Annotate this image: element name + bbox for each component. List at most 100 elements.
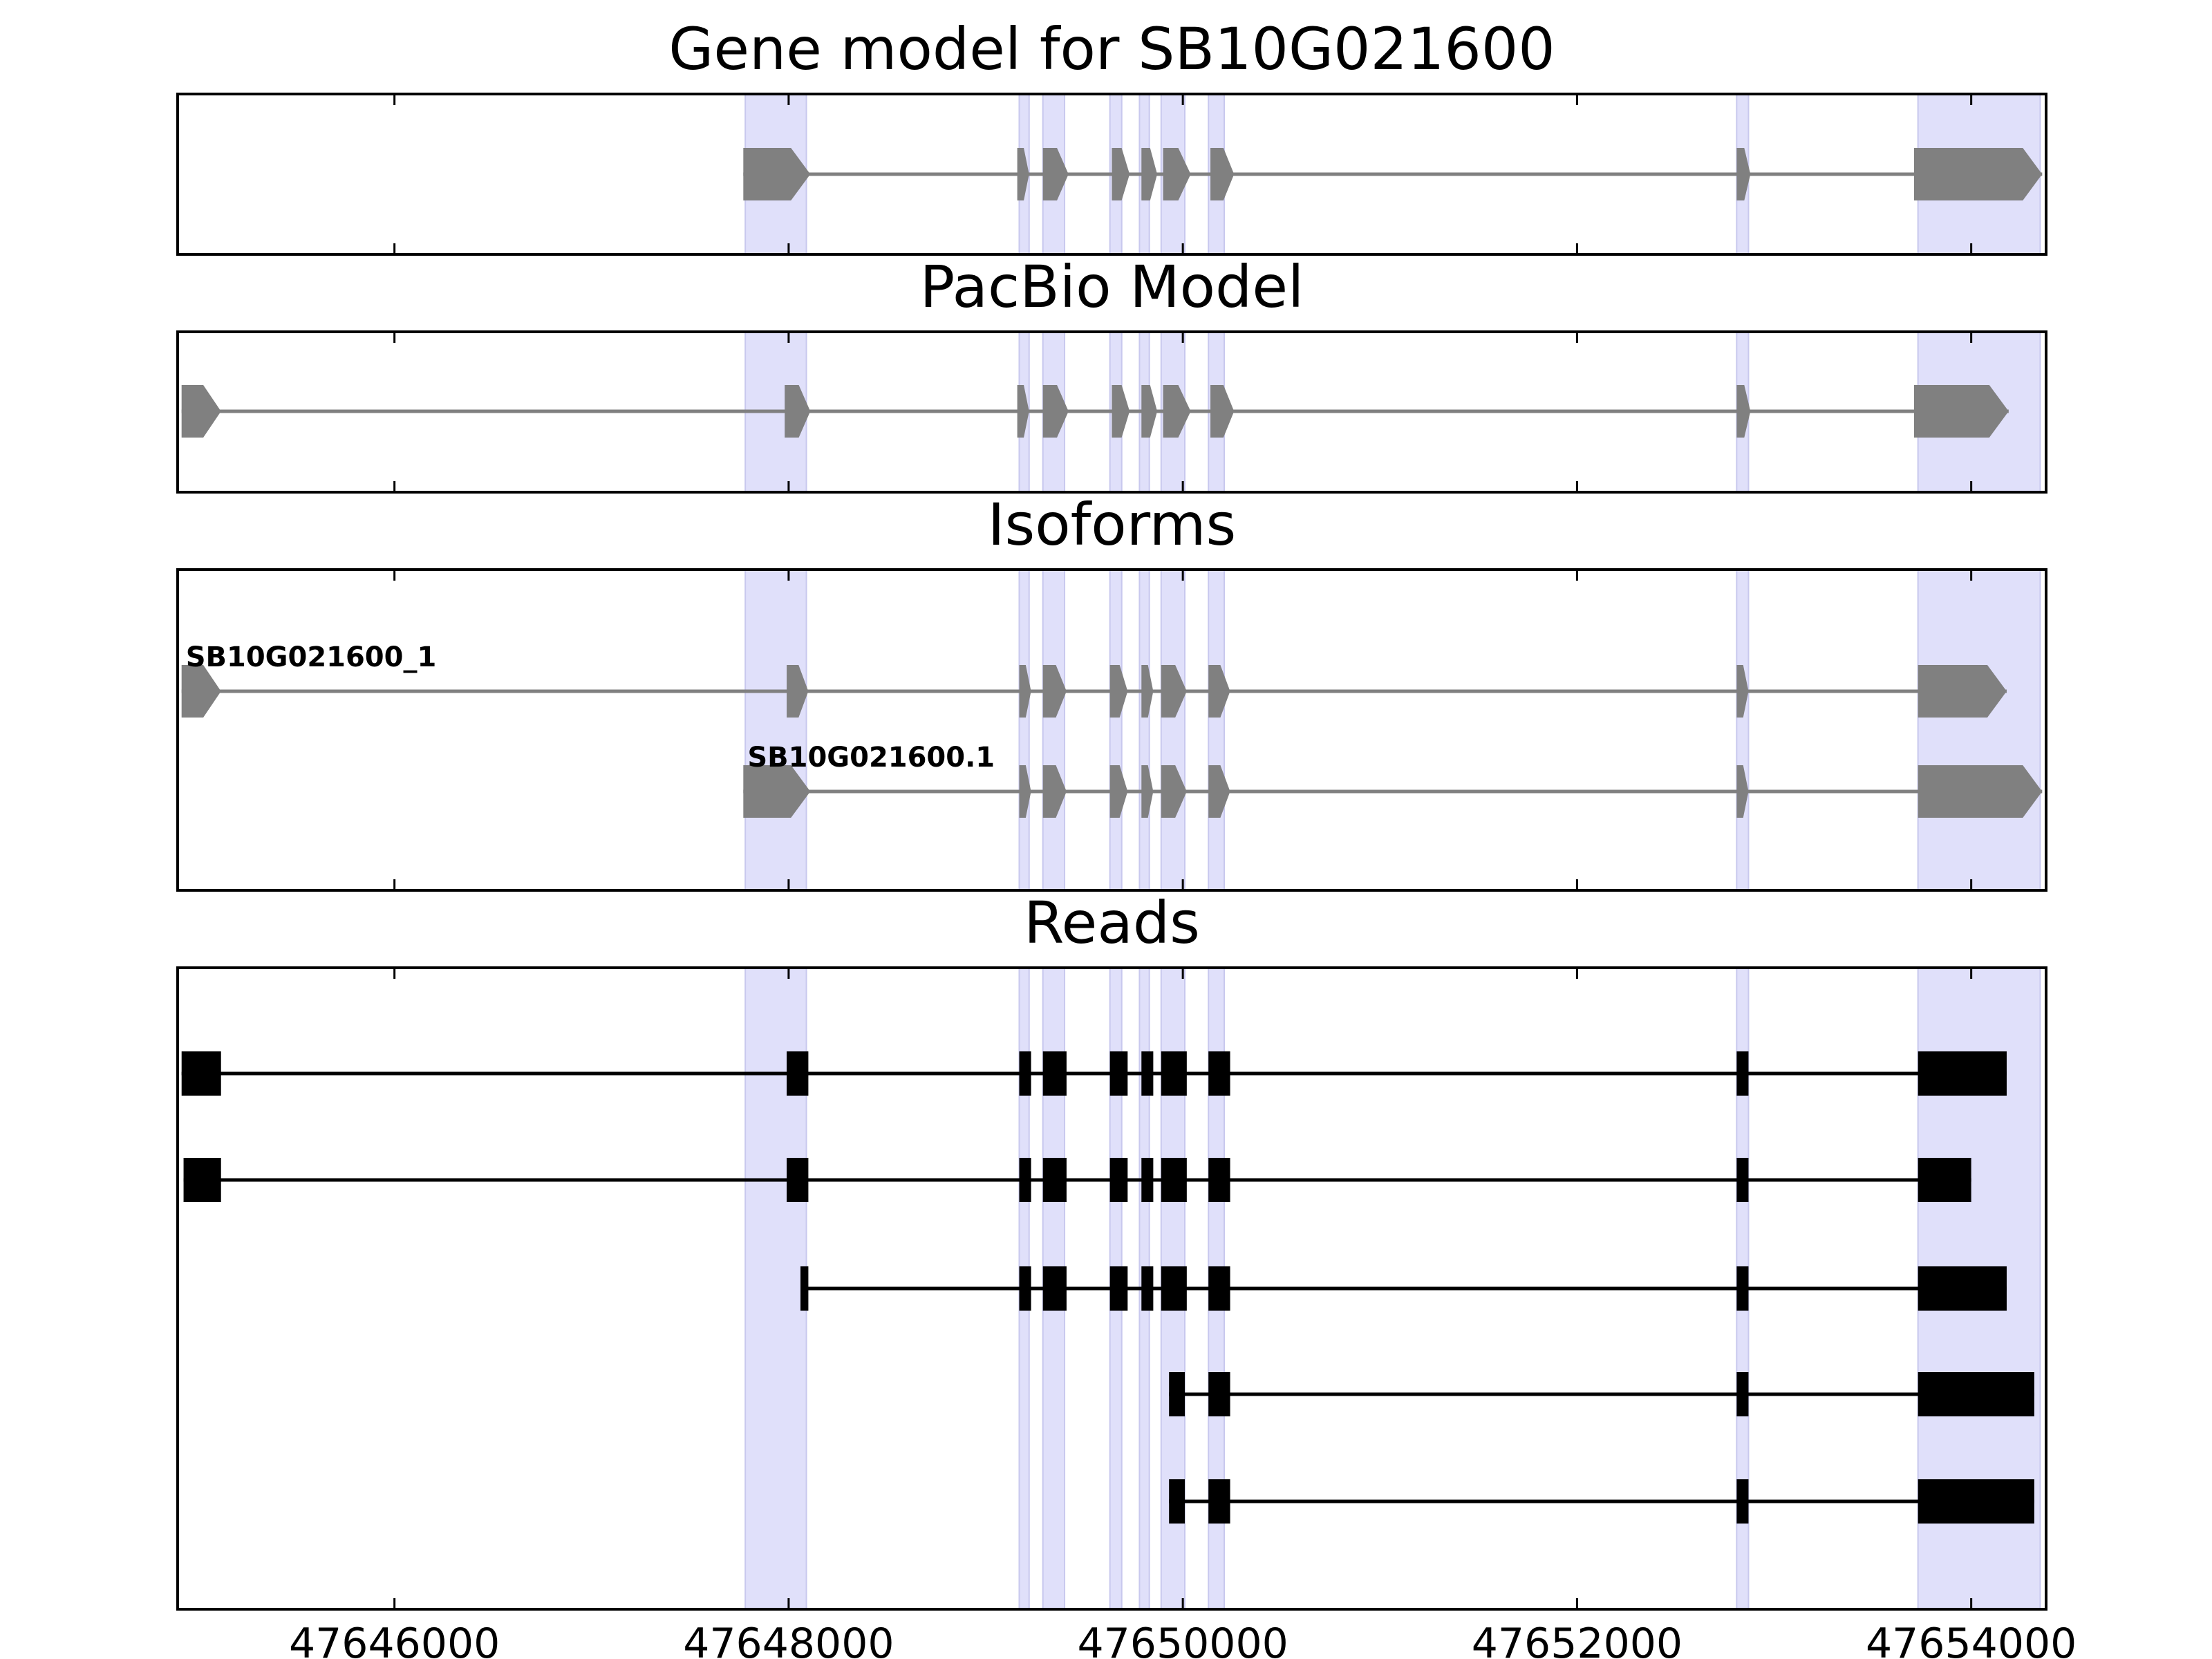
exon-block — [1736, 148, 1751, 200]
exon-block — [800, 1266, 809, 1311]
panel-title: Isoforms — [988, 491, 1237, 559]
isoform-label: SB10G021600_1 — [186, 641, 437, 673]
highlight-band — [744, 569, 807, 891]
exon-block — [1918, 1158, 1971, 1202]
exon-block — [787, 1158, 809, 1202]
exon-block — [1042, 665, 1067, 718]
exon-block — [1109, 665, 1128, 718]
exon-block — [1208, 1372, 1230, 1416]
exon-block — [1019, 1266, 1031, 1311]
exon-block — [785, 385, 811, 438]
panel-frame — [176, 966, 2047, 1611]
exon-block — [1736, 765, 1749, 818]
exon-block — [1913, 148, 2043, 200]
highlight-band — [1736, 569, 1750, 891]
exon-block — [743, 765, 811, 818]
exon-block — [1109, 1266, 1128, 1311]
exon-block — [1019, 665, 1031, 718]
exon-block — [181, 665, 221, 718]
highlight-band — [1018, 569, 1030, 891]
exon-block — [1918, 665, 2007, 718]
exon-block — [1208, 1158, 1230, 1202]
exon-block — [1109, 1158, 1128, 1202]
exon-block — [1042, 1051, 1067, 1096]
exon-block — [1736, 665, 1749, 718]
exon-block — [1163, 148, 1191, 200]
exon-block — [1208, 665, 1230, 718]
x-tick-label: 47648000 — [683, 1620, 894, 1659]
exon-block — [1017, 385, 1029, 438]
exon-block — [1161, 665, 1187, 718]
exon-block — [1210, 148, 1235, 200]
panel-frame — [176, 330, 2047, 494]
exon-block — [1019, 765, 1031, 818]
exon-block — [1736, 1051, 1749, 1096]
panel-title: Gene model for SB10G021600 — [668, 15, 1555, 83]
exon-block — [1112, 148, 1130, 200]
exon-block — [1208, 1051, 1230, 1096]
exon-block — [181, 385, 221, 438]
exon-block — [1210, 385, 1235, 438]
highlight-band — [1109, 569, 1123, 891]
exon-block — [1141, 765, 1154, 818]
panel-title: Reads — [1024, 889, 1200, 957]
exon-block — [1736, 1266, 1749, 1311]
exon-block — [1918, 765, 2043, 818]
exon-block — [1918, 1372, 2034, 1416]
exon-block — [1736, 1372, 1749, 1416]
highlight-band — [1160, 569, 1185, 891]
exon-block — [1109, 1051, 1128, 1096]
exon-block — [1042, 1266, 1067, 1311]
exon-block — [181, 1051, 221, 1096]
exon-block — [1169, 1372, 1185, 1416]
exon-block — [183, 1158, 221, 1202]
exon-block — [1736, 385, 1751, 438]
exon-block — [1736, 1479, 1749, 1524]
highlight-band — [1138, 569, 1150, 891]
x-tick-label: 47654000 — [1866, 1620, 2077, 1659]
exon-block — [1042, 148, 1069, 200]
x-tick-label: 47652000 — [1472, 1620, 1683, 1659]
exon-block — [1141, 1051, 1154, 1096]
exon-block — [1141, 148, 1158, 200]
x-tick-label: 47646000 — [289, 1620, 500, 1659]
exon-block — [1109, 765, 1128, 818]
exon-block — [1161, 1051, 1187, 1096]
exon-block — [1208, 1479, 1230, 1524]
exon-block — [787, 665, 809, 718]
exon-block — [1112, 385, 1130, 438]
exon-block — [1042, 1158, 1067, 1202]
exon-block — [1161, 1266, 1187, 1311]
exon-block — [1918, 1051, 2007, 1096]
exon-block — [1161, 1158, 1187, 1202]
exon-block — [1042, 385, 1069, 438]
exon-block — [1019, 1051, 1031, 1096]
exon-block — [1161, 765, 1187, 818]
isoform-label: SB10G021600.1 — [747, 742, 995, 774]
exon-block — [1017, 148, 1029, 200]
exon-block — [1169, 1479, 1185, 1524]
highlight-band — [1208, 569, 1226, 891]
exon-block — [1019, 1158, 1031, 1202]
exon-block — [1141, 1158, 1154, 1202]
exon-block — [1141, 385, 1158, 438]
exon-block — [1736, 1158, 1749, 1202]
exon-block — [1141, 665, 1154, 718]
exon-block — [1042, 765, 1067, 818]
exon-block — [1208, 765, 1230, 818]
panel-frame — [176, 93, 2047, 256]
panel-title: PacBio Model — [920, 253, 1304, 321]
exon-block — [1163, 385, 1191, 438]
exon-block — [1918, 1266, 2007, 1311]
exon-block — [787, 1051, 809, 1096]
highlight-band — [1042, 569, 1066, 891]
exon-block — [1913, 385, 2009, 438]
exon-block — [743, 148, 811, 200]
exon-block — [1208, 1266, 1230, 1311]
exon-block — [1918, 1479, 2034, 1524]
highlight-band — [1917, 569, 2041, 891]
x-tick-label: 47650000 — [1077, 1620, 1288, 1659]
panel-frame — [176, 568, 2047, 892]
exon-block — [1141, 1266, 1154, 1311]
